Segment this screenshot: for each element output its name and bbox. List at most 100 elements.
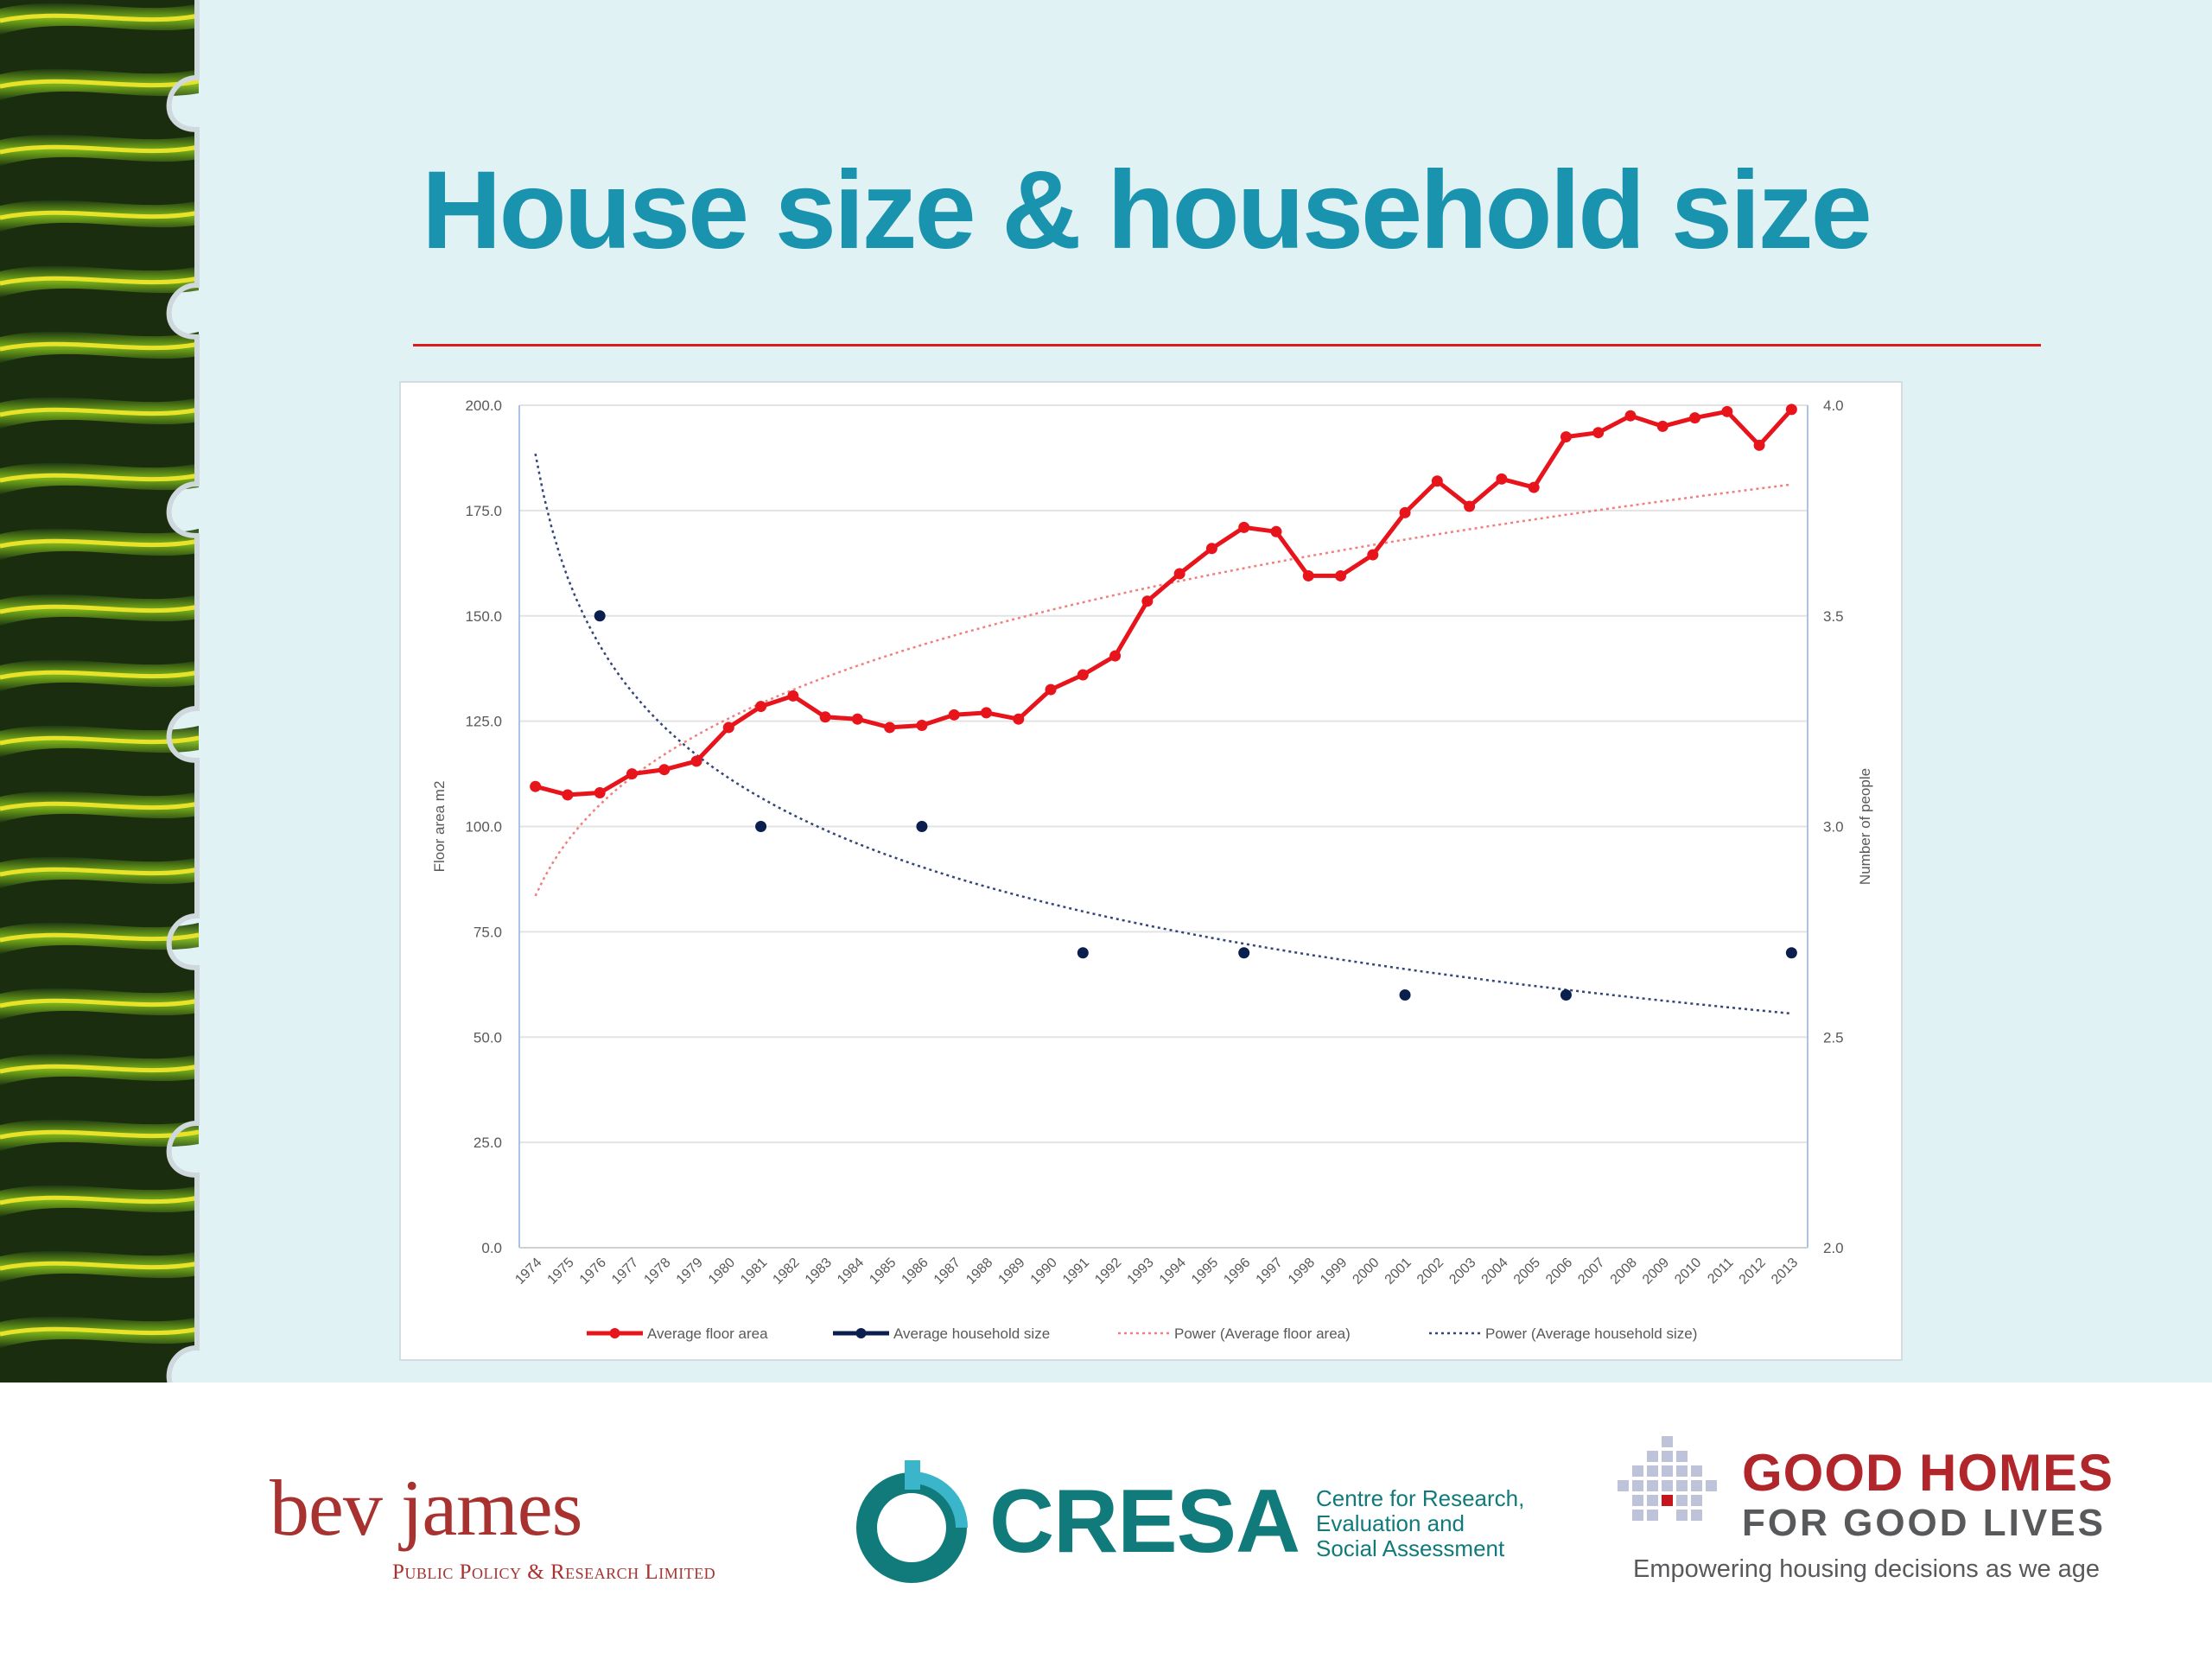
x-tick-label: 1996 [1221,1255,1253,1287]
data-point-floor-area [722,721,734,734]
puzzle-border-decoration [0,0,225,1659]
x-tick-label: 1987 [931,1255,963,1287]
x-tick-label: 2002 [1414,1255,1446,1287]
bevjames-logo: bev james Public Policy & Research Limit… [270,1462,805,1600]
data-point-floor-area [1335,569,1347,582]
data-point-household-size [594,610,606,622]
data-point-floor-area [1045,683,1057,696]
data-point-floor-area [562,789,574,801]
y-tick-label: 175.0 [465,503,502,519]
data-point-floor-area [658,764,671,776]
data-point-floor-area [626,768,638,780]
data-point-floor-area [1496,473,1508,485]
cresa-ring-icon [856,1460,968,1583]
y-tick-label: 25.0 [474,1135,502,1151]
data-point-floor-area [1399,506,1411,518]
data-point-floor-area [1656,420,1669,432]
x-tick-label: 2001 [1382,1255,1414,1287]
y-tick-label: 125.0 [465,714,502,730]
data-point-floor-area [690,755,702,767]
data-point-floor-area [530,780,542,792]
data-point-floor-area [594,787,606,798]
data-point-floor-area [787,690,799,702]
y-tick-label: 150.0 [465,608,502,625]
x-tick-label: 1982 [770,1255,802,1287]
y-tick-label: 0.0 [481,1240,502,1256]
chart-legend: Average floor area Average household size… [587,1325,1697,1342]
x-tick-label: 1978 [641,1255,673,1287]
data-point-floor-area [1592,427,1605,439]
legend-item: Average household size [833,1325,1050,1342]
x-tick-label: 1997 [1254,1255,1286,1287]
x-tick-label: 2007 [1575,1255,1607,1287]
data-point-household-size [916,821,928,832]
y-tick-label: 100.0 [465,819,502,836]
x-tick-label: 1998 [1286,1255,1318,1287]
bevjames-subtitle: Public Policy & Research Limited [392,1560,716,1584]
legend-item: Power (Average household size) [1429,1325,1697,1342]
x-tick-label: 2004 [1479,1255,1511,1287]
house-grid-icon [1618,1436,1717,1521]
x-tick-label: 2012 [1737,1255,1769,1287]
trend-line-household-size [534,453,1792,1015]
data-point-floor-area [980,707,992,719]
data-point-floor-area [884,721,896,734]
data-point-floor-area [1141,595,1154,607]
legend-swatch-marker [609,1328,620,1338]
goodhomes-tagline: Empowering housing decisions as we age [1633,1555,2101,1583]
x-tick-label: 1988 [963,1255,995,1287]
trend-line-floor-area [534,483,1792,897]
data-point-floor-area [1624,410,1637,422]
x-tick-label: 2010 [1672,1255,1704,1287]
data-point-floor-area [1238,521,1250,533]
legend-item: Average floor area [587,1325,768,1342]
data-point-floor-area [1464,500,1476,512]
x-tick-label: 2013 [1769,1255,1801,1287]
data-point-floor-area [819,711,831,723]
data-point-floor-area [1270,525,1282,537]
x-tick-label: 1992 [1092,1255,1124,1287]
y2-tick-label: 2.0 [1823,1240,1844,1256]
y2-tick-label: 3.5 [1823,608,1844,625]
x-tick-label: 1989 [995,1255,1027,1287]
x-tick-label: 2000 [1350,1255,1382,1287]
data-point-floor-area [1205,543,1217,555]
x-tick-label: 1977 [609,1255,641,1287]
data-point-floor-area [1753,439,1765,451]
data-point-floor-area [1013,713,1025,725]
x-tick-label: 1981 [738,1255,770,1287]
data-point-floor-area [1302,569,1314,582]
data-point-household-size [1077,947,1089,959]
x-tick-label: 1994 [1157,1255,1189,1287]
y2-tick-label: 3.0 [1823,819,1844,836]
x-tick-label: 2011 [1705,1255,1736,1287]
x-tick-label: 1976 [577,1255,609,1287]
data-point-floor-area [1431,475,1443,487]
legend-label: Average household size [893,1325,1050,1342]
bevjames-wordmark: bev james [270,1464,582,1552]
x-tick-label: 1999 [1318,1255,1350,1287]
data-point-household-size [1785,947,1797,959]
y2-tick-label: 4.0 [1823,397,1844,414]
x-tick-label: 1986 [899,1255,931,1287]
data-point-floor-area [1528,481,1540,493]
legend-label: Power (Average floor area) [1174,1325,1351,1342]
y-axis-title: Floor area m2 [431,781,448,873]
data-point-floor-area [916,720,928,731]
slide-title: House size & household size [422,149,1872,272]
goodhomes-wordmark-line2: FOR GOOD LIVES [1742,1502,2106,1544]
data-point-floor-area [1367,549,1379,561]
x-tick-label: 1975 [545,1255,577,1287]
data-point-floor-area [1109,650,1122,662]
y-tick-label: 200.0 [465,397,502,414]
data-point-household-size [1399,989,1411,1001]
x-tick-label: 1995 [1189,1255,1221,1287]
cresa-tagline-line: Centre for Research, [1316,1485,1525,1511]
x-tick-label: 2008 [1608,1255,1640,1287]
legend-item: Power (Average floor area) [1118,1325,1351,1342]
data-point-floor-area [1560,431,1572,443]
goodhomes-logo: GOOD HOMES FOR GOOD LIVES Empowering hou… [1614,1431,2150,1586]
chart-panel: 0.0 25.0 50.0 75.0 100.0 125.0 150.0 175.0 200.0… [399,381,1903,1361]
goodhomes-wordmark-line1: GOOD HOMES [1742,1444,2114,1502]
data-point-floor-area [755,701,767,713]
